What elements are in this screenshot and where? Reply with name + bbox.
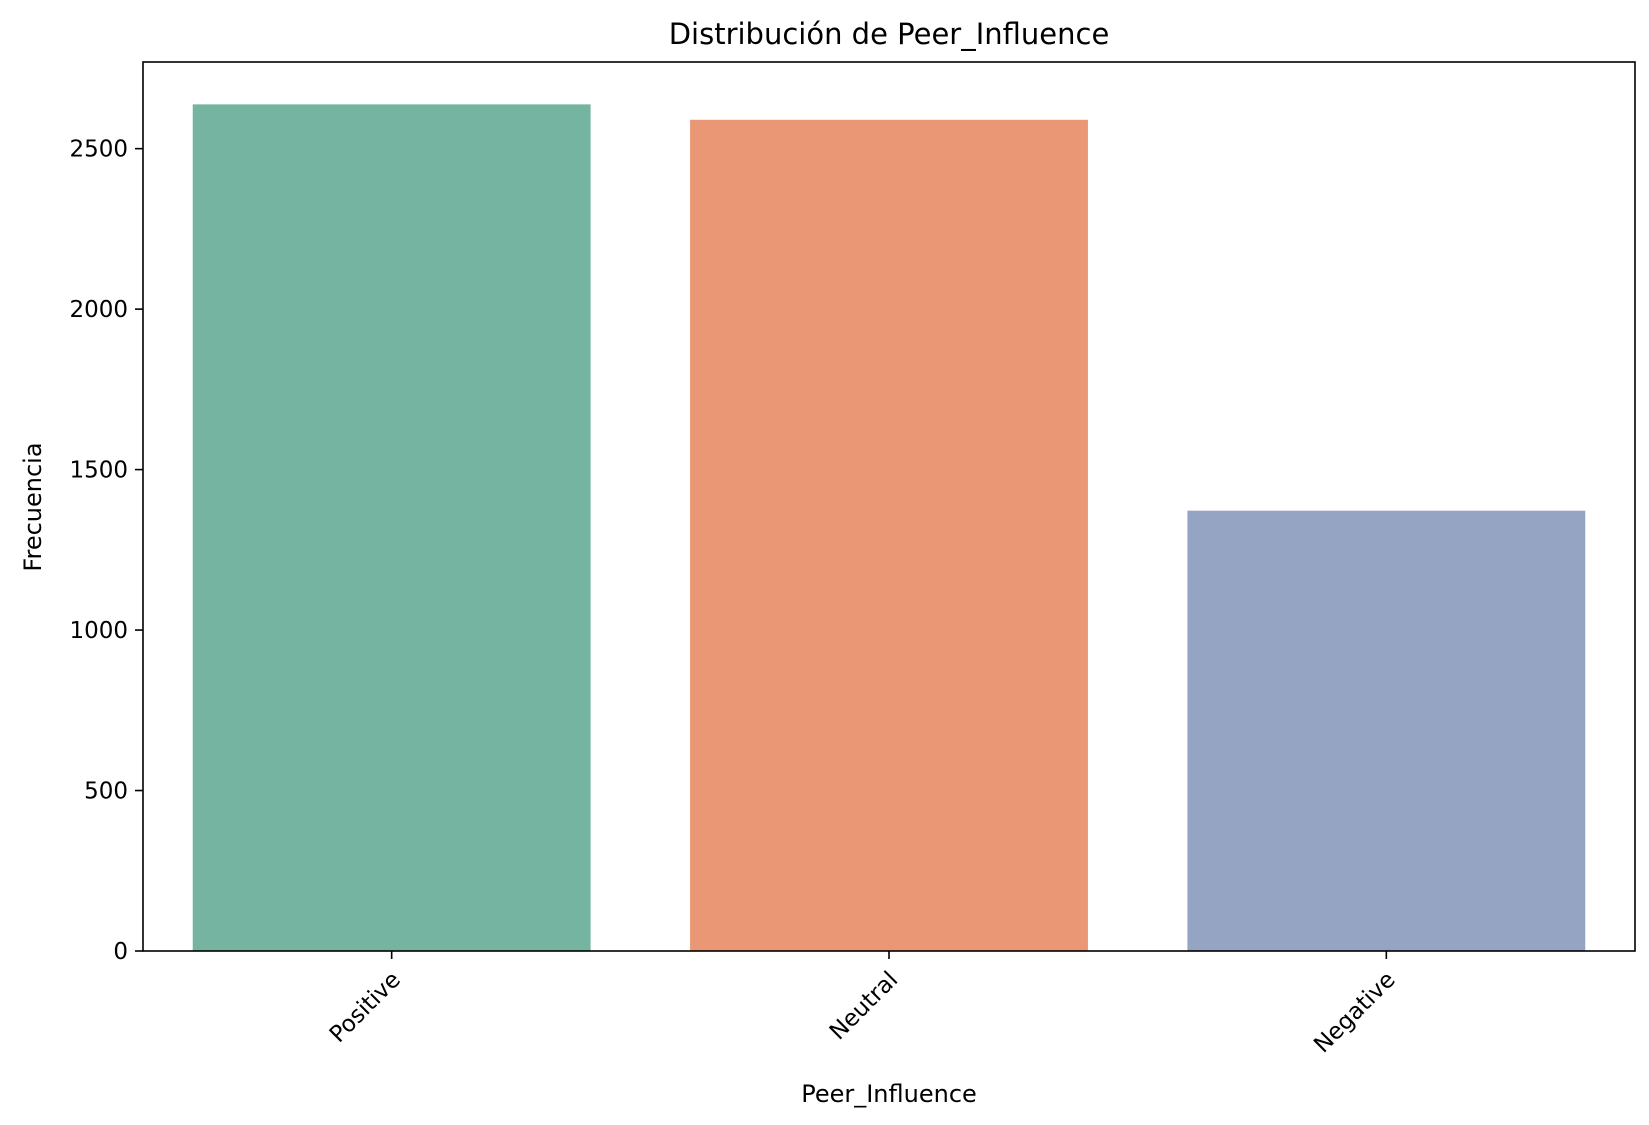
x-axis-label: Peer_Influence: [801, 1080, 977, 1108]
x-axis: Positive Neutral Negative: [325, 951, 1401, 1058]
y-axis-label: Frecuencia: [19, 442, 47, 571]
bar-neutral: [690, 119, 1088, 952]
y-tick-label-1500: 1500: [69, 458, 128, 484]
y-tick-label-0: 0: [113, 939, 128, 965]
y-tick-label-2500: 2500: [69, 137, 128, 163]
x-tick-label-neutral: Neutral: [825, 967, 903, 1045]
x-tick-label-positive: Positive: [325, 967, 406, 1048]
x-tick-label-negative: Negative: [1309, 967, 1400, 1058]
plot-frame: [142, 61, 1636, 952]
bars-group: [192, 104, 1586, 952]
y-tick-label-1000: 1000: [69, 618, 128, 644]
y-axis: 0 500 1000 1500 2000 2500: [69, 137, 143, 965]
bar-positive: [192, 104, 591, 952]
y-tick-label-500: 500: [84, 779, 128, 805]
chart-title: Distribución de Peer_Influence: [669, 17, 1110, 51]
bar-negative: [1187, 510, 1586, 951]
y-tick-label-2000: 2000: [69, 297, 128, 323]
